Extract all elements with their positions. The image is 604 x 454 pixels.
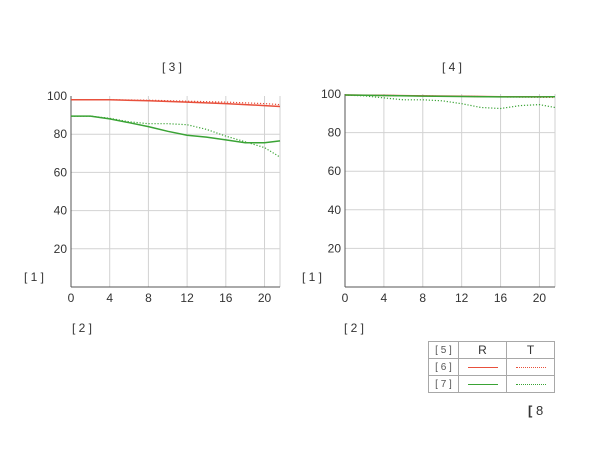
y-tick-label: 80 bbox=[328, 126, 342, 140]
x-tick-label: 16 bbox=[494, 291, 508, 305]
y-axis-label: [ 1 ] bbox=[302, 270, 322, 284]
chart-title: [ 4 ] bbox=[442, 60, 462, 74]
y-tick-label: 40 bbox=[54, 204, 68, 218]
legend-col-t: T bbox=[506, 341, 555, 359]
legend-row-7-solid-swatch bbox=[467, 384, 498, 386]
x-tick-label: 8 bbox=[145, 291, 152, 305]
x-tick-label: 4 bbox=[106, 291, 113, 305]
legend-row-7-dotted-swatch bbox=[515, 384, 546, 386]
y-tick-label: 100 bbox=[47, 89, 67, 103]
x-tick-label: 20 bbox=[258, 291, 272, 305]
x-tick-label: 4 bbox=[381, 291, 388, 305]
x-axis-label: [ 2 ] bbox=[72, 321, 92, 335]
x-tick-label: 12 bbox=[455, 291, 469, 305]
x-axis-label: [ 2 ] bbox=[344, 321, 364, 335]
legend-row-6-solid-swatch bbox=[467, 367, 498, 369]
legend-row-6-dotted-swatch bbox=[515, 367, 546, 369]
legend-corner-label: [ 5 ] bbox=[428, 341, 459, 359]
y-tick-label: 20 bbox=[328, 241, 342, 255]
y-axis-label: [ 1 ] bbox=[24, 270, 44, 284]
footnote-mark: [ 8 bbox=[528, 403, 544, 418]
legend-table: [ 5 ] R T [ 6 ] [ 7 ] bbox=[428, 341, 555, 393]
y-tick-label: 80 bbox=[54, 127, 68, 141]
series-line bbox=[71, 115, 281, 158]
y-tick-label: 40 bbox=[328, 203, 342, 217]
legend-header-row: [ 5 ] R T bbox=[428, 341, 555, 359]
legend-row-7-label: [ 7 ] bbox=[428, 375, 459, 393]
series-line bbox=[344, 94, 556, 98]
y-tick-label: 100 bbox=[321, 87, 341, 101]
chart-title: [ 3 ] bbox=[162, 60, 182, 74]
x-tick-label: 8 bbox=[419, 291, 426, 305]
legend-row-6-label: [ 6 ] bbox=[428, 358, 459, 376]
y-tick-label: 20 bbox=[54, 242, 68, 256]
legend-row-7: [ 7 ] bbox=[428, 375, 555, 393]
x-tick-label: 12 bbox=[180, 291, 194, 305]
legend-col-r: R bbox=[458, 341, 507, 359]
x-tick-label: 20 bbox=[533, 291, 547, 305]
x-tick-label: 0 bbox=[68, 291, 75, 305]
x-tick-label: 16 bbox=[219, 291, 233, 305]
series-line bbox=[71, 99, 281, 108]
x-tick-label: 0 bbox=[342, 291, 349, 305]
legend-row-6: [ 6 ] bbox=[428, 358, 555, 376]
footnote-number: 8 bbox=[535, 403, 544, 418]
y-tick-label: 60 bbox=[54, 165, 68, 179]
y-tick-label: 60 bbox=[328, 164, 342, 178]
